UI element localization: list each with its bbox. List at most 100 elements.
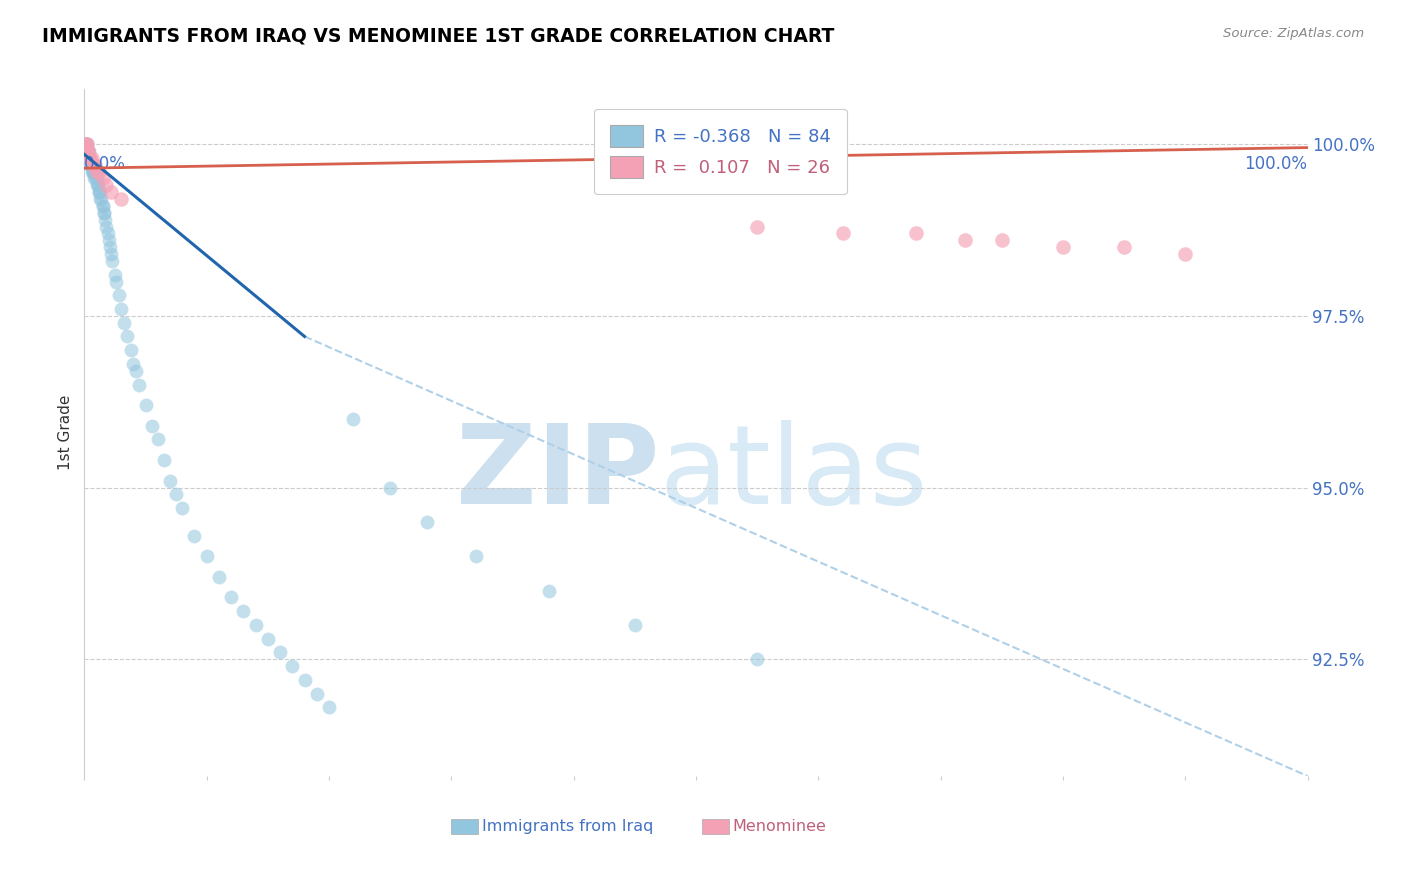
Point: [86, 171, 108, 186]
Point: [84, 171, 107, 186]
Point: [831, 227, 853, 241]
Point: [1174, 247, 1197, 261]
Point: [83, 158, 105, 172]
Point: [318, 700, 340, 714]
Point: [125, 364, 148, 378]
Point: [82, 158, 104, 172]
Point: [991, 233, 1014, 247]
Point: [77, 144, 100, 158]
Text: Menominee: Menominee: [733, 819, 827, 834]
Text: ZIP: ZIP: [456, 420, 659, 527]
Point: [77, 144, 100, 158]
Point: [79, 151, 101, 165]
Point: [747, 219, 769, 234]
Legend: R = -0.368   N = 84, R =  0.107   N = 26: R = -0.368 N = 84, R = 0.107 N = 26: [595, 109, 846, 194]
Point: [416, 515, 439, 529]
Point: [122, 357, 145, 371]
Point: [305, 687, 328, 701]
Point: [953, 233, 976, 247]
Point: [120, 343, 142, 358]
Point: [76, 137, 98, 152]
Point: [77, 151, 100, 165]
Point: [135, 398, 157, 412]
FancyBboxPatch shape: [451, 820, 478, 834]
Point: [146, 433, 169, 447]
Point: [86, 171, 108, 186]
Point: [82, 158, 104, 172]
Point: [97, 233, 120, 247]
Point: [94, 212, 117, 227]
Point: [153, 453, 176, 467]
Point: [80, 164, 103, 178]
Point: [77, 144, 100, 158]
Point: [79, 158, 101, 172]
Point: [80, 158, 103, 172]
Point: [91, 199, 114, 213]
Point: [75, 137, 97, 152]
Point: [112, 316, 135, 330]
FancyBboxPatch shape: [702, 820, 728, 834]
Point: [195, 549, 218, 564]
Point: [76, 151, 98, 165]
Y-axis label: 1st Grade: 1st Grade: [58, 395, 73, 470]
Point: [245, 618, 267, 632]
Point: [77, 151, 100, 165]
Point: [294, 673, 316, 687]
Text: 0.0%: 0.0%: [84, 155, 127, 173]
Point: [77, 144, 100, 158]
Point: [80, 151, 103, 165]
Point: [76, 144, 98, 158]
Text: IMMIGRANTS FROM IRAQ VS MENOMINEE 1ST GRADE CORRELATION CHART: IMMIGRANTS FROM IRAQ VS MENOMINEE 1ST GR…: [42, 27, 835, 45]
Point: [110, 192, 132, 206]
Point: [257, 632, 280, 646]
Point: [93, 206, 115, 220]
Point: [75, 137, 97, 152]
Point: [87, 186, 110, 200]
Point: [380, 481, 402, 495]
Point: [76, 144, 98, 158]
Text: atlas: atlas: [659, 420, 928, 527]
Point: [79, 151, 101, 165]
Point: [97, 227, 120, 241]
Point: [141, 418, 163, 433]
Point: [87, 186, 110, 200]
Point: [82, 164, 104, 178]
Point: [104, 268, 127, 282]
Point: [86, 178, 108, 193]
Point: [93, 206, 115, 220]
Point: [100, 186, 122, 200]
Point: [905, 227, 928, 241]
Point: [89, 192, 111, 206]
Point: [1114, 240, 1136, 254]
Text: Immigrants from Iraq: Immigrants from Iraq: [482, 819, 654, 834]
Point: [80, 158, 103, 172]
Point: [105, 275, 128, 289]
Point: [172, 501, 194, 516]
Text: Source: ZipAtlas.com: Source: ZipAtlas.com: [1223, 27, 1364, 40]
Point: [342, 412, 364, 426]
Point: [83, 164, 105, 178]
Point: [208, 570, 231, 584]
Point: [77, 144, 100, 158]
Point: [183, 529, 205, 543]
Point: [76, 137, 98, 152]
Point: [100, 247, 122, 261]
Point: [91, 199, 114, 213]
Point: [75, 137, 97, 152]
Point: [98, 240, 121, 254]
Point: [75, 144, 97, 158]
Point: [624, 618, 647, 632]
Point: [232, 604, 254, 618]
Point: [87, 178, 110, 193]
Text: 100.0%: 100.0%: [1244, 155, 1308, 173]
Point: [83, 171, 105, 186]
Point: [115, 329, 138, 343]
Point: [281, 659, 304, 673]
Point: [1052, 240, 1074, 254]
Point: [96, 219, 118, 234]
Point: [269, 645, 291, 659]
Point: [538, 583, 561, 598]
Point: [747, 652, 769, 666]
Point: [75, 137, 97, 152]
Point: [76, 144, 98, 158]
